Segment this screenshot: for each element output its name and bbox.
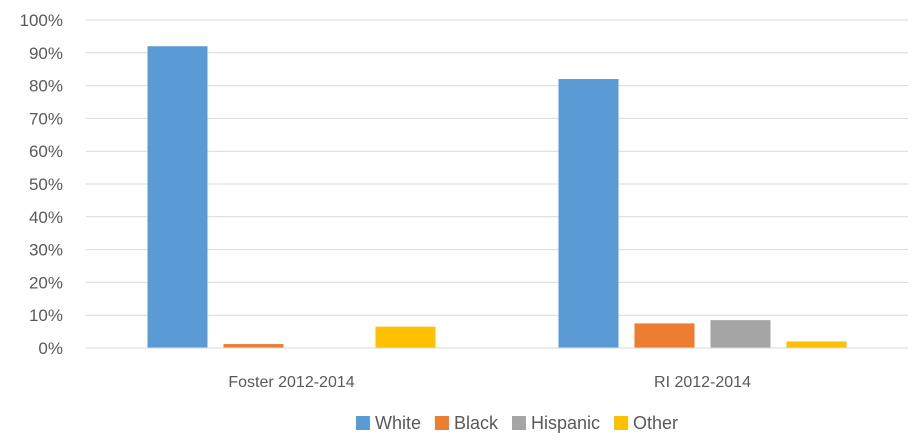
bar-white-2 (558, 79, 619, 348)
legend-swatch-black (434, 416, 449, 430)
bar-black-1 (223, 344, 284, 348)
legend-swatch-hispanic (511, 416, 526, 430)
legend-label-hispanic: Hispanic (531, 413, 600, 433)
bar-black-2 (634, 323, 695, 348)
y-tick-label: 40% (29, 208, 63, 227)
y-tick-label: 10% (29, 306, 63, 325)
y-tick-label: 70% (29, 109, 63, 128)
legend-swatch-white (355, 416, 370, 430)
gridlines (86, 19, 908, 316)
bars (147, 46, 847, 349)
y-tick-label: 0% (38, 339, 63, 358)
y-tick-label: 100% (20, 11, 63, 30)
legend-label-white: White (375, 413, 421, 433)
legend-label-black: Black (454, 413, 499, 433)
legend: White Black Hispanic Other (355, 413, 678, 433)
bar-other-2 (786, 341, 847, 348)
x-axis-category-labels: Foster 2012-2014 RI 2012-2014 (228, 374, 751, 391)
y-tick-label: 80% (29, 77, 63, 96)
y-tick-label: 30% (29, 241, 63, 260)
y-tick-label: 60% (29, 142, 63, 161)
legend-label-other: Other (633, 413, 678, 433)
bar-other-1 (375, 326, 436, 348)
y-axis-tick-labels: 0% 10% 20% 30% 40% 50% 60% 70% 80% 90% 100% (20, 11, 63, 358)
bar-white-1 (147, 46, 208, 349)
bar-hispanic-2 (710, 320, 771, 348)
y-tick-label: 50% (29, 175, 63, 194)
legend-swatch-other (614, 416, 629, 430)
x-category-label: RI 2012-2014 (654, 374, 751, 391)
y-tick-label: 20% (29, 273, 63, 292)
x-category-label: Foster 2012-2014 (228, 374, 354, 391)
y-tick-label: 90% (29, 44, 63, 63)
